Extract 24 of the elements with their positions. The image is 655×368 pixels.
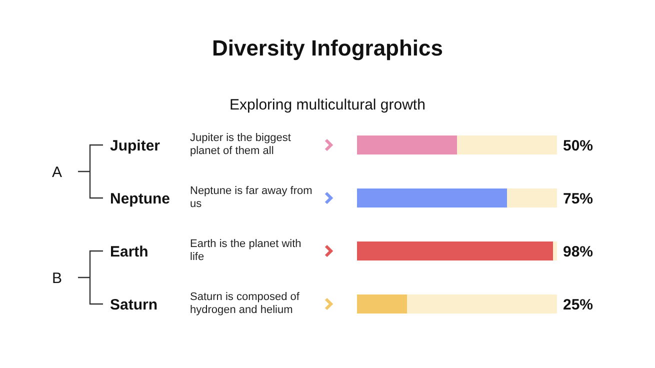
bar [553, 242, 557, 260]
text: B [52, 270, 62, 287]
chart-title: Diversity Infographics [212, 36, 444, 61]
bar [507, 188, 557, 208]
bar [357, 136, 457, 154]
chart-subtitle: Exploring multicultural growth [230, 96, 426, 114]
bar [407, 294, 557, 314]
bar [457, 136, 557, 154]
text: Earth is the planet with life [190, 238, 302, 264]
bar [357, 294, 407, 314]
data-label: 25% [563, 296, 594, 314]
data-label: 75% [563, 190, 594, 208]
y-tick-label: Jupiter [110, 137, 160, 154]
y-tick-label: Neptune [110, 190, 170, 208]
bar [357, 242, 553, 260]
text: A [52, 164, 62, 181]
y-tick-label: Earth [110, 243, 148, 260]
bar [357, 188, 507, 208]
y-tick-label: Saturn [110, 296, 158, 314]
text: Saturn is composed of hydrogen and helium [190, 291, 300, 317]
data-label: 50% [563, 137, 594, 154]
text: Jupiter is the biggest planet of them all [190, 132, 292, 158]
data-label: 98% [563, 243, 594, 260]
text: Neptune is far away from us [190, 185, 314, 211]
